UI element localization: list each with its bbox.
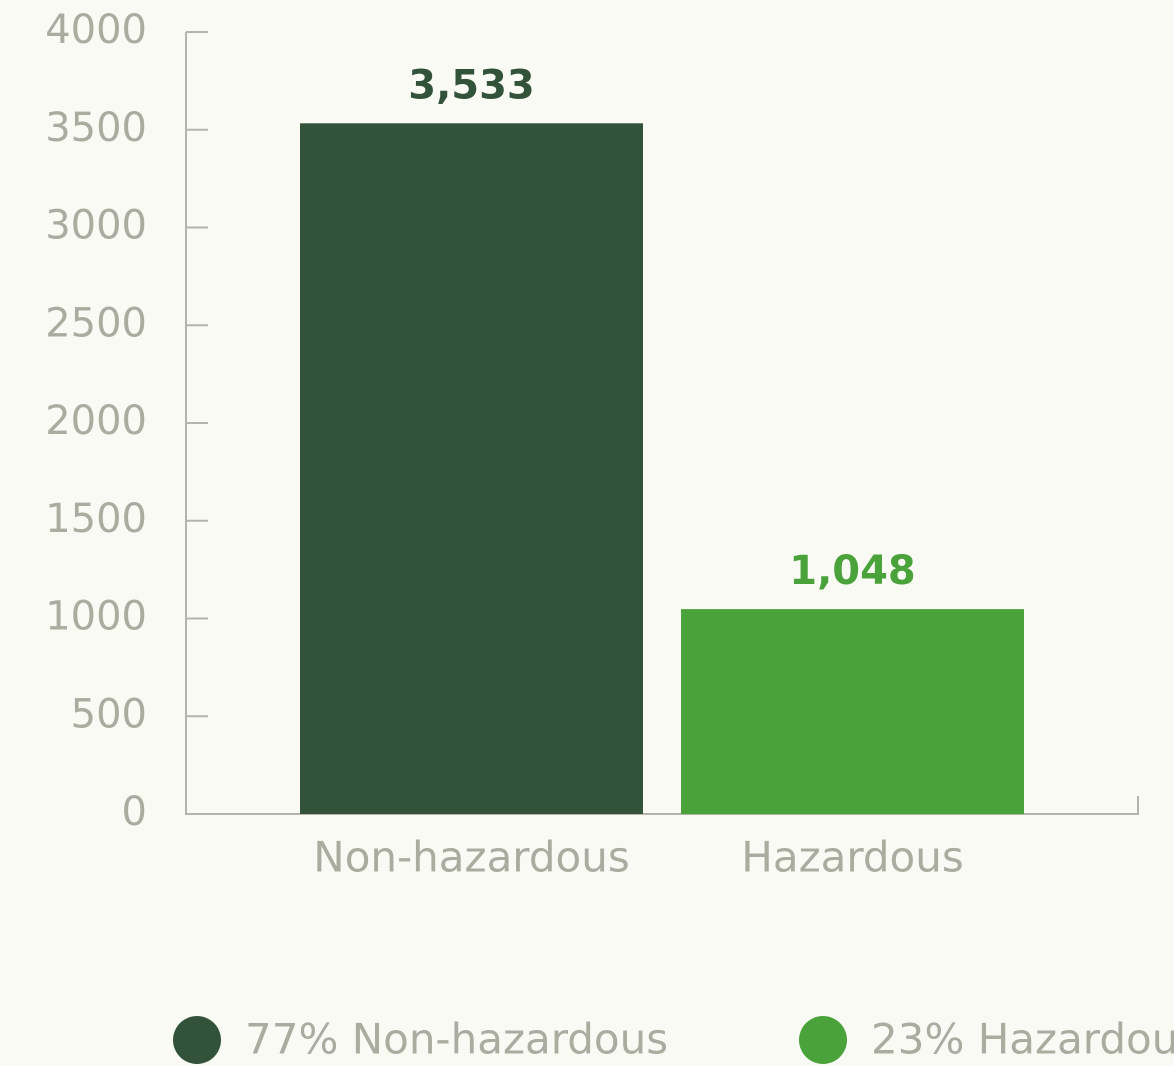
y-tick-label: 0 <box>122 789 147 835</box>
x-tick-label: Hazardous <box>741 833 964 882</box>
value-label: 3,533 <box>408 62 535 108</box>
bar <box>681 609 1024 814</box>
bar <box>300 123 643 814</box>
y-tick-label: 1000 <box>45 594 147 640</box>
y-tick-label: 2500 <box>45 300 147 346</box>
legend-swatch <box>173 1016 221 1064</box>
legend-swatch <box>799 1016 847 1064</box>
y-tick-label: 3500 <box>45 105 147 151</box>
legend-label: 23% Hazardous <box>871 1015 1174 1064</box>
y-tick-label: 2000 <box>45 398 147 444</box>
y-tick-label: 500 <box>71 691 147 737</box>
value-label: 1,048 <box>789 548 916 594</box>
y-tick-label: 1500 <box>45 496 147 542</box>
y-tick-label: 3000 <box>45 203 147 249</box>
x-tick-label: Non-hazardous <box>313 833 629 882</box>
y-tick-label: 4000 <box>45 7 147 53</box>
legend-label: 77% Non-hazardous <box>245 1015 668 1064</box>
